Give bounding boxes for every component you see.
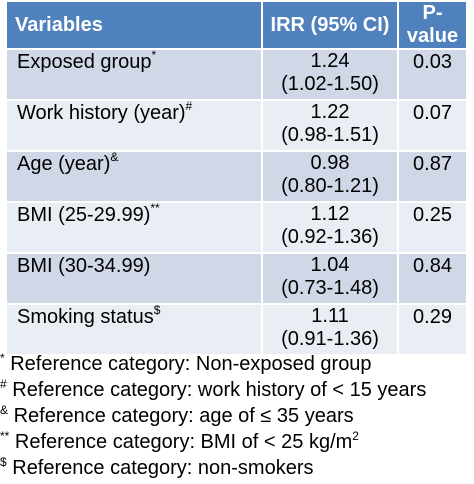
- irr-cell: 0.98 (0.80-1.21): [261, 150, 399, 203]
- footnotes: * Reference category: Non-exposed group …: [0, 351, 426, 481]
- table-header-row: Variables IRR (95% CI) P-value: [5, 0, 468, 50]
- irr-cell: 1.11 (0.91-1.36): [261, 303, 399, 356]
- footnote: * Reference category: Non-exposed group: [0, 351, 426, 377]
- footnote-mark: #: [185, 99, 193, 113]
- table-row: BMI (30-34.99) 1.04 (0.73-1.48) 0.84: [5, 252, 468, 305]
- variable-cell: Smoking status$: [5, 303, 263, 356]
- variable-label: Age (year): [17, 153, 111, 175]
- footnote: # Reference category: work history of < …: [0, 377, 426, 403]
- ci-value: (1.02-1.50): [281, 73, 379, 95]
- variable-cell: BMI (30-34.99): [5, 252, 263, 305]
- header-variables: Variables: [5, 0, 263, 50]
- ci-value: (0.80-1.21): [281, 175, 379, 197]
- footnote-text: Reference category: age of ≤ 35 years: [8, 405, 354, 427]
- p-value-cell: 0.29: [397, 303, 468, 356]
- footnote-mark: &: [0, 403, 9, 417]
- results-table: Variables IRR (95% CI) P-value Exposed g…: [5, 0, 468, 356]
- footnote-mark: *: [151, 48, 157, 62]
- ci-value: (0.91-1.36): [281, 328, 379, 350]
- footnote-mark: $: [0, 455, 7, 469]
- variable-label: BMI (25-29.99): [17, 204, 151, 226]
- variable-label: Smoking status: [17, 306, 154, 328]
- table-row: Smoking status$ 1.11 (0.91-1.36) 0.29: [5, 303, 468, 356]
- irr-value: 1.24: [310, 50, 350, 72]
- irr-cell: 1.24 (1.02-1.50): [261, 48, 399, 101]
- irr-value: 1.12: [310, 203, 350, 225]
- footnote-mark: *: [0, 351, 5, 365]
- p-value-cell: 0.25: [397, 201, 468, 254]
- table-row: BMI (25-29.99)** 1.12 (0.92-1.36) 0.25: [5, 201, 468, 254]
- variable-label: BMI (30-34.99): [17, 255, 151, 277]
- variable-label: Exposed group: [17, 51, 152, 73]
- superscript-exponent: 2: [352, 429, 359, 443]
- footnote-mark: **: [150, 201, 160, 215]
- header-p-value: P-value: [397, 0, 468, 50]
- footnote-text: Reference category: Non-exposed group: [4, 353, 372, 375]
- irr-cell: 1.12 (0.92-1.36): [261, 201, 399, 254]
- table-row: Exposed group* 1.24 (1.02-1.50) 0.03: [5, 48, 468, 101]
- variable-label: Work history (year): [17, 102, 186, 124]
- variable-cell: Work history (year)#: [5, 99, 263, 152]
- footnote-text: Reference category: BMI of < 25 kg/m: [9, 431, 353, 453]
- irr-value: 1.11: [311, 305, 349, 327]
- irr-value: 0.98: [310, 152, 350, 174]
- irr-value: 1.04: [310, 254, 350, 276]
- footnote-text: Reference category: non-smokers: [6, 457, 314, 479]
- table-row: Work history (year)# 1.22 (0.98-1.51) 0.0…: [5, 99, 468, 152]
- variable-cell: Age (year)&: [5, 150, 263, 203]
- ci-value: (0.98-1.51): [281, 124, 379, 146]
- footnote: & Reference category: age of ≤ 35 years: [0, 403, 426, 429]
- header-irr: IRR (95% CI): [261, 0, 399, 50]
- ci-value: (0.92-1.36): [281, 226, 379, 248]
- footnote: ** Reference category: BMI of < 25 kg/m2: [0, 429, 426, 455]
- footnote: $ Reference category: non-smokers: [0, 455, 426, 481]
- p-value-cell: 0.84: [397, 252, 468, 305]
- p-value-cell: 0.07: [397, 99, 468, 152]
- p-value-cell: 0.87: [397, 150, 468, 203]
- p-value-cell: 0.03: [397, 48, 468, 101]
- footnote-mark: **: [0, 429, 10, 443]
- footnote-mark: #: [0, 377, 7, 391]
- irr-cell: 1.04 (0.73-1.48): [261, 252, 399, 305]
- variable-cell: Exposed group*: [5, 48, 263, 101]
- variable-cell: BMI (25-29.99)**: [5, 201, 263, 254]
- footnote-mark: &: [110, 150, 119, 164]
- irr-value: 1.22: [310, 101, 350, 123]
- irr-cell: 1.22 (0.98-1.51): [261, 99, 399, 152]
- table-row: Age (year)& 0.98 (0.80-1.21) 0.87: [5, 150, 468, 203]
- ci-value: (0.73-1.48): [281, 277, 379, 299]
- footnote-mark: $: [153, 303, 161, 317]
- footnote-text: Reference category: work history of < 15…: [6, 379, 427, 401]
